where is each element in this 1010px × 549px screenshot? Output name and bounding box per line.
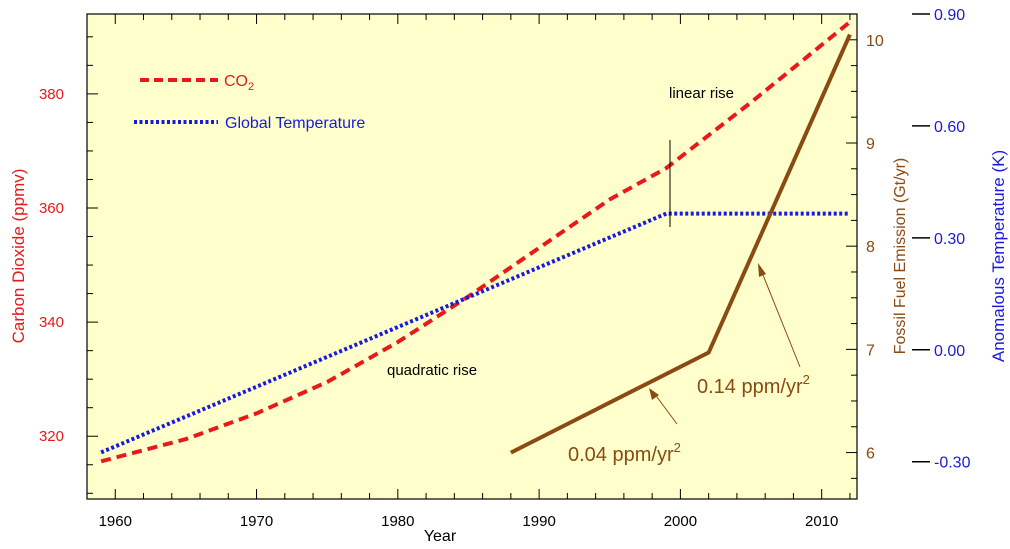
temperature-tick-label: 0.30 bbox=[934, 231, 965, 248]
co2-tick-label: 360 bbox=[39, 200, 64, 217]
ticks-layer: 1960 1970 1980 1990 2000 2010 320 340 360 380 6 7 8 9… bbox=[39, 7, 971, 530]
x-tick-label: 1980 bbox=[381, 513, 414, 530]
legend: CO2 Global Temperature bbox=[134, 73, 365, 132]
co2-axis-label: Carbon Dioxide (ppmv) bbox=[9, 169, 28, 344]
x-axis-label: Year bbox=[424, 528, 457, 544]
legend-co2-label: CO2 bbox=[224, 73, 254, 93]
x-tick-label: 1970 bbox=[240, 513, 273, 530]
co2-tick-label: 380 bbox=[39, 86, 64, 103]
co2-tick-label: 320 bbox=[39, 428, 64, 445]
fossil-axis-label: Fossil Fuel Emission (Gt/yr) bbox=[892, 158, 909, 354]
plot-frame bbox=[86, 13, 858, 500]
fossil-tick-label: 6 bbox=[866, 446, 875, 463]
plot-background bbox=[87, 14, 857, 499]
co2-tick-label: 340 bbox=[39, 314, 64, 331]
temperature-tick-label: 0.90 bbox=[934, 7, 965, 24]
fossil-tick-label: 7 bbox=[866, 342, 875, 359]
legend-temperature-label: Global Temperature bbox=[225, 115, 365, 132]
series-global-temperature-line bbox=[100, 211, 850, 455]
series-fossil-fuel-emission-line bbox=[509, 33, 852, 455]
fossil-tick-label: 9 bbox=[866, 136, 875, 153]
rate-high-label: 0.14 ppm/yr2 bbox=[697, 372, 810, 398]
rate-low-arrowhead bbox=[649, 388, 659, 400]
fossil-tick-label: 8 bbox=[866, 239, 875, 256]
x-tick-label: 2000 bbox=[664, 513, 697, 530]
quadratic-rise-label: quadratic rise bbox=[387, 362, 477, 379]
x-tick-label: 1990 bbox=[522, 513, 555, 530]
series-layer bbox=[100, 20, 852, 464]
fossil-tick-label: 10 bbox=[866, 33, 884, 50]
rate-low-label: 0.04 ppm/yr2 bbox=[568, 440, 681, 466]
x-tick-label: 1960 bbox=[99, 513, 132, 530]
rate-low-arrow bbox=[653, 392, 678, 425]
rate-high-arrow bbox=[760, 269, 801, 368]
temperature-tick-label: 0.60 bbox=[934, 119, 965, 136]
temperature-axis-label: Anomalous Temperature (K) bbox=[989, 150, 1008, 362]
temperature-tick-label: -0.30 bbox=[934, 455, 971, 472]
linear-rise-label: linear rise bbox=[669, 85, 734, 102]
rate-high-arrowhead bbox=[758, 263, 766, 277]
series-co2-line bbox=[100, 20, 852, 464]
temperature-tick-label: 0.00 bbox=[934, 343, 965, 360]
x-tick-label: 2010 bbox=[805, 513, 838, 530]
